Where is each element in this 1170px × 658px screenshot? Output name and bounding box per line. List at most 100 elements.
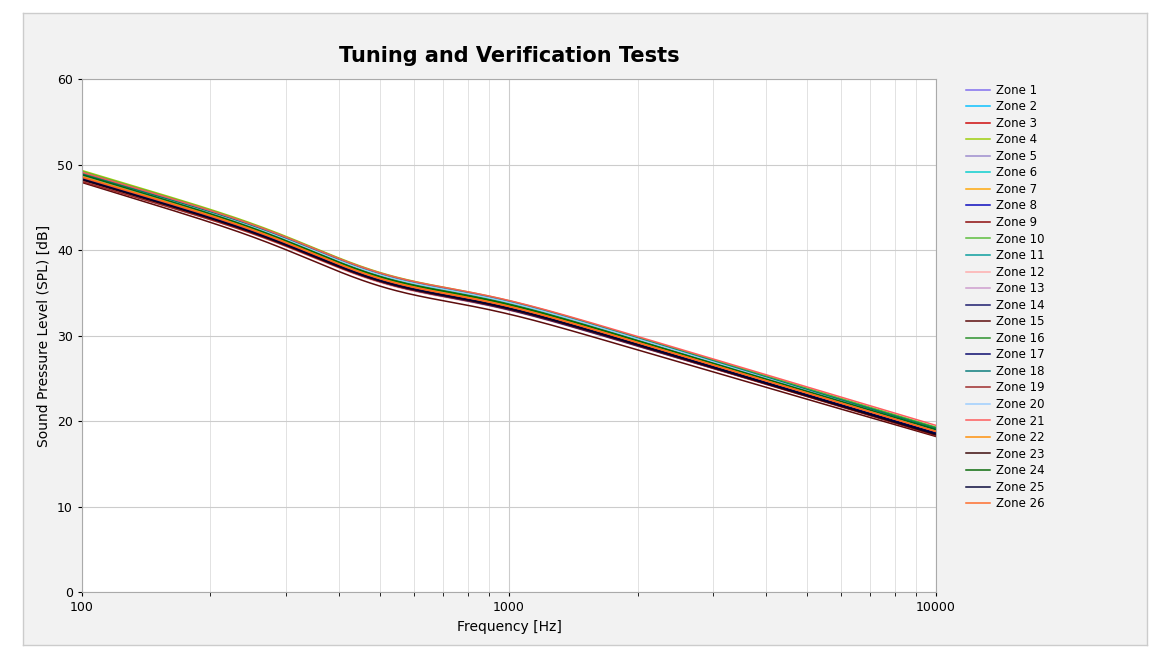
Zone 19 — [696, 361, 710, 369]
Zone 12 — [691, 361, 706, 368]
Zone 14 — [75, 174, 89, 182]
Zone 5 — [929, 428, 943, 436]
Zone 17 — [353, 269, 367, 277]
Zone 16 — [696, 355, 710, 363]
Zone 18 — [353, 264, 367, 272]
Line: Zone 12: Zone 12 — [82, 181, 936, 435]
Zone 13 — [696, 359, 710, 367]
X-axis label: Frequency [Hz]: Frequency [Hz] — [456, 620, 562, 634]
Zone 1 — [75, 169, 89, 177]
Zone 4 — [929, 424, 943, 432]
Zone 20 — [929, 426, 943, 434]
Zone 1 — [691, 354, 706, 362]
Zone 8 — [75, 174, 89, 182]
Line: Zone 20: Zone 20 — [82, 176, 936, 430]
Zone 20 — [696, 355, 710, 363]
Zone 23 — [178, 207, 192, 215]
Zone 14 — [612, 337, 626, 345]
Zone 11 — [612, 330, 626, 338]
Zone 12 — [696, 362, 710, 370]
Zone 15 — [178, 210, 192, 218]
Zone 26 — [178, 204, 192, 212]
Zone 20 — [413, 281, 427, 289]
Zone 23 — [929, 431, 943, 439]
Zone 8 — [178, 205, 192, 213]
Zone 10 — [178, 198, 192, 206]
Zone 25 — [413, 287, 427, 295]
Zone 15 — [696, 365, 710, 373]
Zone 24 — [353, 266, 367, 274]
Zone 22 — [612, 334, 626, 342]
Zone 9 — [353, 271, 367, 279]
Zone 25 — [178, 206, 192, 214]
Zone 21 — [353, 263, 367, 270]
Zone 15 — [691, 364, 706, 372]
Zone 8 — [612, 334, 626, 342]
Zone 26 — [696, 358, 710, 366]
Zone 18 — [178, 200, 192, 208]
Zone 11 — [691, 354, 706, 362]
Zone 3 — [612, 336, 626, 344]
Zone 5 — [691, 358, 706, 366]
Title: Tuning and Verification Tests: Tuning and Verification Tests — [338, 46, 680, 66]
Zone 9 — [178, 207, 192, 215]
Zone 6 — [353, 264, 367, 272]
Zone 16 — [612, 330, 626, 338]
Zone 13 — [612, 334, 626, 342]
Zone 15 — [353, 276, 367, 284]
Zone 14 — [691, 360, 706, 368]
Zone 10 — [612, 328, 626, 336]
Zone 13 — [75, 174, 89, 182]
Zone 26 — [75, 174, 89, 182]
Zone 16 — [75, 169, 89, 177]
Zone 2 — [929, 426, 943, 434]
Zone 8 — [929, 429, 943, 437]
Zone 12 — [413, 289, 427, 297]
Zone 4 — [696, 353, 710, 361]
Zone 23 — [413, 287, 427, 295]
Zone 7 — [929, 426, 943, 434]
Zone 15 — [75, 178, 89, 186]
Line: Zone 10: Zone 10 — [82, 171, 936, 427]
Zone 7 — [696, 357, 710, 365]
Zone 9 — [929, 428, 943, 436]
Zone 18 — [612, 329, 626, 337]
Line: Zone 2: Zone 2 — [82, 176, 936, 430]
Line: Zone 18: Zone 18 — [82, 174, 936, 429]
Line: Zone 15: Zone 15 — [82, 182, 936, 436]
Zone 4 — [612, 328, 626, 336]
Zone 13 — [691, 357, 706, 365]
Zone 25 — [612, 336, 626, 343]
Zone 10 — [75, 167, 89, 175]
Zone 18 — [413, 280, 427, 288]
Zone 19 — [929, 432, 943, 440]
Zone 2 — [178, 202, 192, 210]
Line: Zone 8: Zone 8 — [82, 178, 936, 433]
Line: Zone 16: Zone 16 — [82, 173, 936, 428]
Line: Zone 5: Zone 5 — [82, 174, 936, 432]
Zone 10 — [696, 353, 710, 361]
Zone 6 — [612, 330, 626, 338]
Zone 1 — [612, 330, 626, 338]
Zone 7 — [413, 284, 427, 291]
Zone 20 — [691, 353, 706, 361]
Zone 3 — [75, 176, 89, 184]
Zone 4 — [75, 166, 89, 174]
Zone 20 — [612, 330, 626, 338]
Zone 7 — [75, 172, 89, 180]
Zone 21 — [413, 279, 427, 287]
Zone 10 — [691, 352, 706, 360]
Line: Zone 1: Zone 1 — [82, 173, 936, 432]
Zone 25 — [353, 270, 367, 278]
Zone 8 — [691, 358, 706, 366]
Zone 22 — [178, 203, 192, 211]
Zone 25 — [691, 359, 706, 367]
Zone 7 — [353, 267, 367, 275]
Zone 17 — [75, 174, 89, 182]
Zone 4 — [178, 197, 192, 205]
Zone 9 — [696, 360, 710, 368]
Zone 23 — [612, 336, 626, 343]
Zone 16 — [691, 354, 706, 362]
Zone 24 — [691, 355, 706, 363]
Legend: Zone 1, Zone 2, Zone 3, Zone 4, Zone 5, Zone 6, Zone 7, Zone 8, Zone 9, Zone 10,: Zone 1, Zone 2, Zone 3, Zone 4, Zone 5, … — [962, 79, 1049, 515]
